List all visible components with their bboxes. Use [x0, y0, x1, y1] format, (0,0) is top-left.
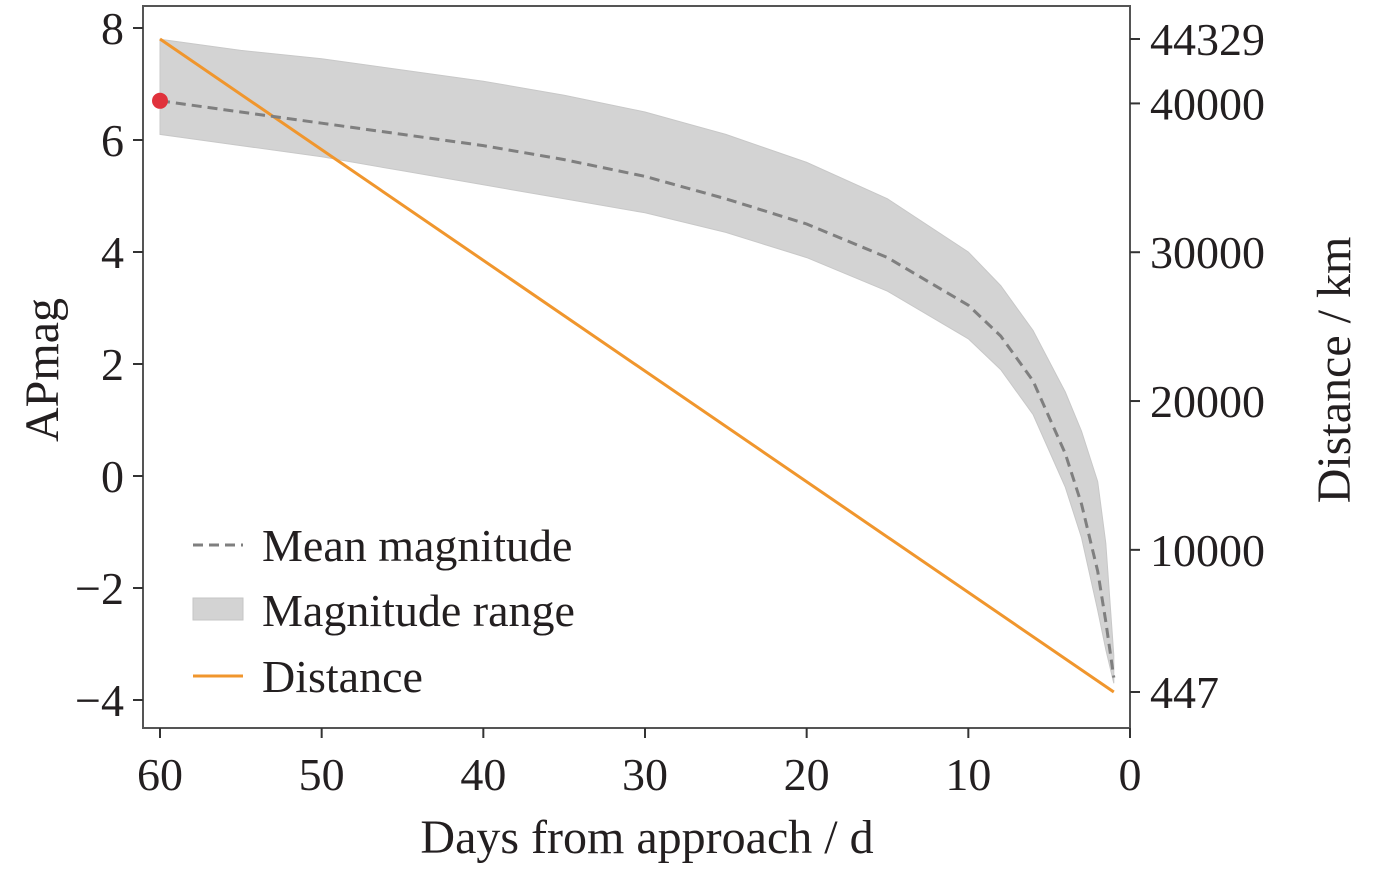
y2-axis-label: Distance / km: [1308, 237, 1361, 504]
y2-tick-label: 20000: [1150, 376, 1265, 427]
y2-tick-label: 447: [1150, 667, 1219, 718]
y-axis-label: APmag: [16, 298, 69, 442]
plot-frame: [142, 5, 1131, 729]
magnitude-range-band: [159, 38, 1115, 684]
y2-tick-label: 44329: [1150, 14, 1265, 65]
x-tick-label: 20: [784, 749, 830, 800]
y2-tick-label: 40000: [1150, 78, 1265, 129]
y-tick-label: −2: [75, 563, 124, 614]
x-tick-label: 30: [622, 749, 668, 800]
x-tick-label: 10: [945, 749, 991, 800]
y-tick-label: 0: [101, 451, 124, 502]
distance-line: [159, 37, 1115, 694]
legend: Mean magnitude Magnitude range Distance: [192, 520, 575, 702]
legend-range-label: Magnitude range: [262, 585, 575, 636]
legend-range-swatch: [192, 597, 244, 621]
series-lines-layer: [152, 37, 1116, 694]
y2-tick-label: 10000: [1150, 525, 1265, 576]
x-axis-label: Days from approach / d: [420, 811, 873, 864]
legend-mean-label: Mean magnitude: [262, 520, 572, 571]
y2-tick-label: 30000: [1150, 227, 1265, 278]
y-tick-label: 2: [101, 339, 124, 390]
y-tick-label: −4: [75, 675, 124, 726]
axes-layer: [142, 5, 1131, 729]
y-tick-label: 4: [101, 227, 124, 278]
x-tick-label: 40: [460, 749, 506, 800]
y-tick-label: 6: [101, 115, 124, 166]
x-tick-label: 0: [1119, 749, 1142, 800]
x-tick-label: 50: [299, 749, 345, 800]
start-marker: [152, 92, 168, 109]
x-tick-label: 60: [137, 749, 183, 800]
legend-distance-label: Distance: [262, 651, 423, 702]
y-tick-label: 8: [101, 3, 124, 54]
mean-magnitude-line: [159, 99, 1116, 678]
ticks-layer: 60 50 40 30 20 10 086420−2−4443294000030000200…: [75, 3, 1265, 800]
magnitude-band-layer: [159, 38, 1115, 684]
